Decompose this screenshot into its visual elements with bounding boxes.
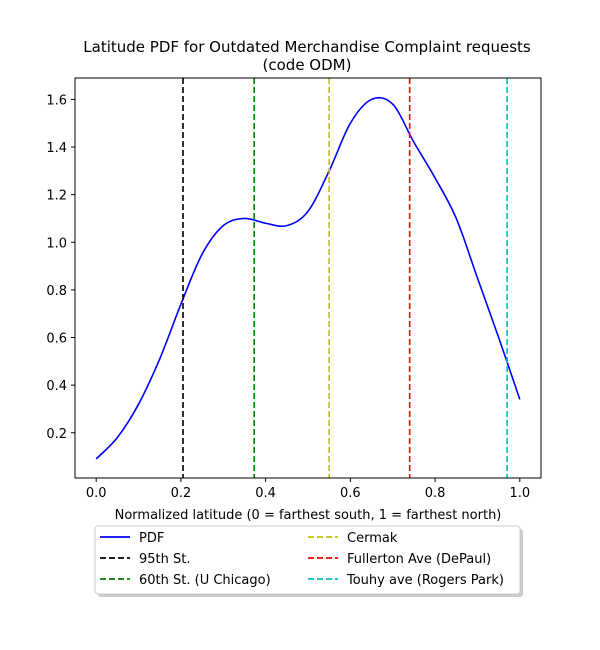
x-tick-label: 0.8 xyxy=(425,486,446,501)
plot-area xyxy=(95,78,521,478)
legend-label-4: Fullerton Ave (DePaul) xyxy=(347,552,491,567)
y-tick-label: 1.2 xyxy=(46,189,67,204)
y-tick-label: 1.6 xyxy=(46,93,67,108)
axis-ticks: 0.0 0.2 0.4 0.6 0.8 1.0 0.2 0.4 0.6 0.8 1.0 1.2 1.4 1… xyxy=(46,93,530,501)
x-axis-label: Normalized latitude (0 = farthest south,… xyxy=(115,508,502,523)
x-tick-label: 0.6 xyxy=(340,486,361,501)
legend-label-5: Touhy ave (Rogers Park) xyxy=(346,573,504,588)
y-tick-label: 0.4 xyxy=(46,379,67,394)
legend-label-3: Cermak xyxy=(347,531,398,546)
y-tick-label: 0.2 xyxy=(46,427,67,442)
x-tick-label: 0.2 xyxy=(171,486,192,501)
y-tick-label: 0.6 xyxy=(46,332,67,347)
y-tick-label: 1.0 xyxy=(46,236,67,251)
y-tick-label: 0.8 xyxy=(46,284,67,299)
x-tick-label: 0.0 xyxy=(86,486,107,501)
chart-title: Latitude PDF for Outdated Merchandise Co… xyxy=(83,38,531,56)
x-tick-label: 1.0 xyxy=(509,486,530,501)
legend: PDF 95th St. 60th St. (U Chicago) Cermak Ful… xyxy=(94,525,523,597)
y-tick-label: 1.4 xyxy=(46,141,67,156)
x-tick-label: 0.4 xyxy=(255,486,276,501)
legend-label-0: PDF xyxy=(139,531,164,546)
legend-label-2: 60th St. (U Chicago) xyxy=(139,573,271,588)
chart-subtitle: (code ODM) xyxy=(263,56,352,74)
legend-items: PDF 95th St. 60th St. (U Chicago) Cermak Ful… xyxy=(100,531,504,588)
plot-frame xyxy=(74,77,542,479)
legend-label-1: 95th St. xyxy=(139,552,191,567)
series-line-pdf xyxy=(95,96,521,460)
legend-box xyxy=(94,525,521,595)
